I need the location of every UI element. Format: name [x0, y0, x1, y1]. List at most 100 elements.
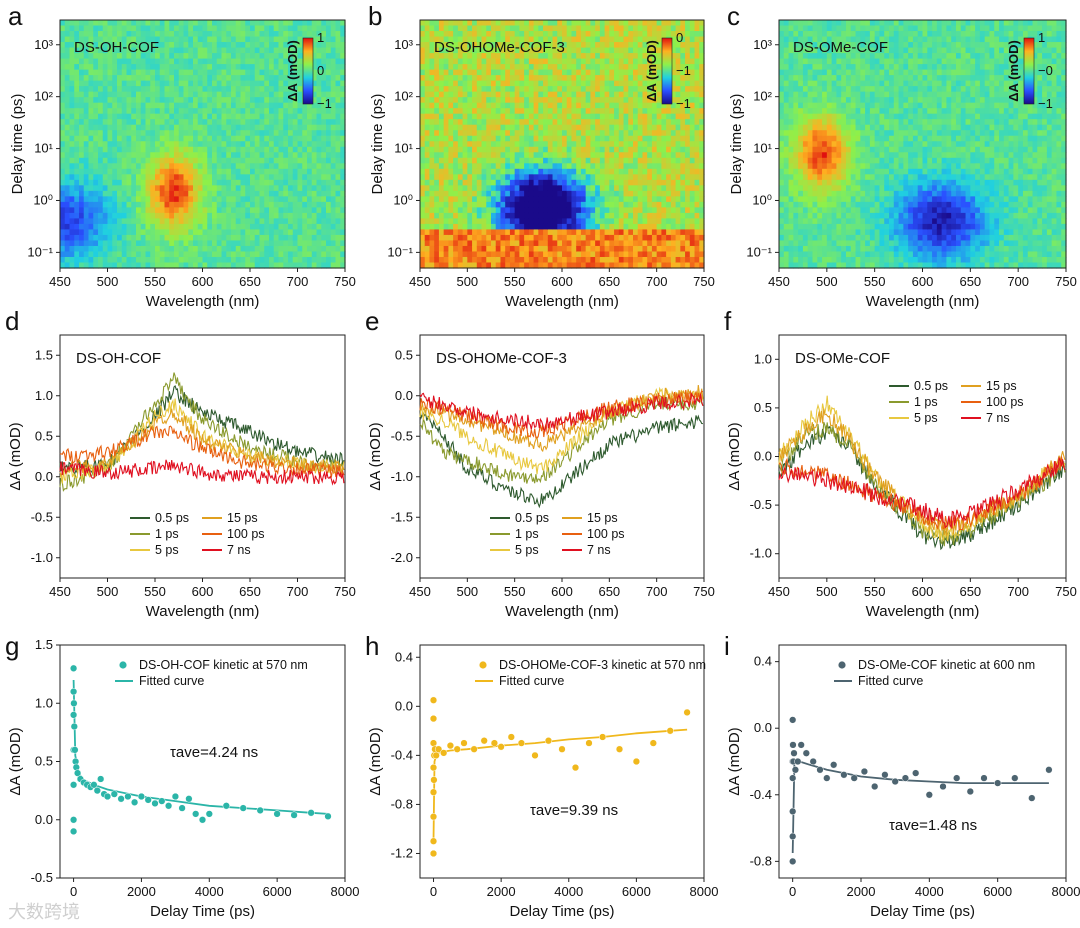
- heatmap-cell: [340, 146, 346, 153]
- heatmap-cell: [538, 190, 544, 197]
- heatmap-cell: [330, 146, 337, 153]
- heatmap-cell: [538, 42, 544, 49]
- heatmap-cell: [245, 47, 251, 54]
- heatmap-cell: [311, 130, 318, 137]
- heatmap-cell: [434, 69, 440, 76]
- heatmap-cell: [599, 86, 606, 93]
- heatmap-cell: [259, 262, 265, 269]
- heatmap-cell: [178, 223, 185, 231]
- heatmap-cell: [552, 80, 558, 87]
- heatmap-cell: [462, 229, 468, 236]
- heatmap-cell: [547, 64, 554, 71]
- heatmap-cell: [297, 124, 303, 131]
- heatmap-cell: [235, 102, 242, 109]
- heatmap-cell: [188, 42, 194, 49]
- heatmap-cell: [126, 185, 132, 192]
- heatmap-cell: [599, 130, 606, 137]
- heatmap-cell: [83, 245, 90, 253]
- heatmap-cell: [590, 141, 596, 148]
- heatmap-cell: [112, 108, 118, 115]
- heatmap-cell: [297, 135, 303, 142]
- heatmap-cell: [107, 119, 113, 126]
- heatmap-cell: [311, 240, 318, 247]
- heatmap-cell: [647, 119, 653, 126]
- heatmap-cell: [83, 58, 90, 65]
- heatmap-cell: [509, 157, 516, 164]
- heatmap-cell: [183, 36, 189, 43]
- heatmap-cell: [131, 108, 137, 115]
- heatmap-cell: [438, 201, 445, 208]
- heatmap-cell: [131, 196, 137, 203]
- heatmap-cell: [93, 179, 99, 186]
- heatmap-cell: [278, 174, 284, 181]
- heatmap-cell: [136, 108, 142, 115]
- heatmap-cell: [316, 212, 322, 219]
- heatmap-cell: [155, 157, 161, 164]
- heatmap-cell: [448, 168, 454, 175]
- heatmap-cell: [524, 91, 530, 98]
- heatmap-cell: [547, 201, 554, 208]
- heatmap-cell: [571, 179, 577, 186]
- heatmap-cell: [599, 212, 606, 219]
- heatmap-cell: [566, 240, 573, 247]
- heatmap-cell: [207, 69, 213, 76]
- heatmap-cell: [562, 20, 568, 27]
- heatmap-cell: [538, 174, 544, 181]
- heatmap-cell: [571, 141, 577, 148]
- heatmap-cell: [316, 47, 322, 54]
- heatmap-cell: [288, 152, 294, 159]
- heatmap-cell: [623, 256, 629, 264]
- heatmap-cell: [235, 240, 242, 247]
- heatmap-cell: [457, 124, 464, 131]
- heatmap-cell: [505, 108, 511, 115]
- heatmap-cell: [221, 174, 227, 181]
- heatmap-cell: [254, 152, 261, 159]
- heatmap-cell: [543, 168, 549, 175]
- heatmap-cell: [604, 174, 610, 181]
- heatmap-cell: [231, 91, 237, 98]
- heatmap-cell: [311, 179, 318, 186]
- heatmap-cell: [472, 256, 478, 264]
- heatmap-cell: [472, 69, 478, 76]
- heatmap-cell: [519, 152, 525, 159]
- heatmap-cell: [107, 141, 113, 148]
- heatmap-cell: [136, 119, 142, 126]
- heatmap-cell: [145, 152, 151, 159]
- heatmap-cell: [207, 185, 213, 192]
- heatmap-cell: [321, 75, 327, 82]
- heatmap-cell: [633, 163, 639, 170]
- heatmap-cell: [117, 207, 123, 214]
- heatmap-cell: [637, 207, 644, 214]
- heatmap-cell: [453, 25, 459, 32]
- heatmap-cell: [533, 157, 539, 164]
- heatmap-cell: [651, 124, 658, 131]
- heatmap-cell: [174, 58, 180, 65]
- heatmap-cell: [476, 86, 483, 93]
- heatmap-cell: [651, 135, 658, 142]
- heatmap-cell: [424, 20, 431, 27]
- heatmap-cell: [462, 42, 468, 49]
- heatmap-cell: [438, 130, 445, 137]
- heatmap-cell: [642, 36, 648, 43]
- heatmap-cell: [288, 124, 294, 131]
- heatmap-cell: [74, 42, 80, 49]
- heatmap-cell: [443, 251, 449, 258]
- heatmap-cell: [221, 190, 227, 197]
- heatmap-cell: [599, 36, 606, 43]
- heatmap-cell: [102, 113, 109, 120]
- heatmap-cell: [424, 262, 431, 269]
- heatmap-cell: [637, 163, 644, 170]
- heatmap-cell: [202, 251, 208, 258]
- heatmap-cell: [628, 36, 634, 43]
- heatmap-cell: [486, 102, 492, 109]
- heatmap-cell: [245, 36, 251, 43]
- heatmap-cell: [599, 152, 606, 159]
- heatmap-cell: [164, 91, 170, 98]
- heatmap-cell: [335, 157, 341, 164]
- heatmap-cell: [164, 97, 170, 104]
- heatmap-cell: [207, 174, 213, 181]
- heatmap-cell: [467, 262, 473, 269]
- heatmap-cell: [269, 25, 275, 32]
- heatmap-cell: [112, 157, 118, 164]
- heatmap-cell: [231, 218, 237, 225]
